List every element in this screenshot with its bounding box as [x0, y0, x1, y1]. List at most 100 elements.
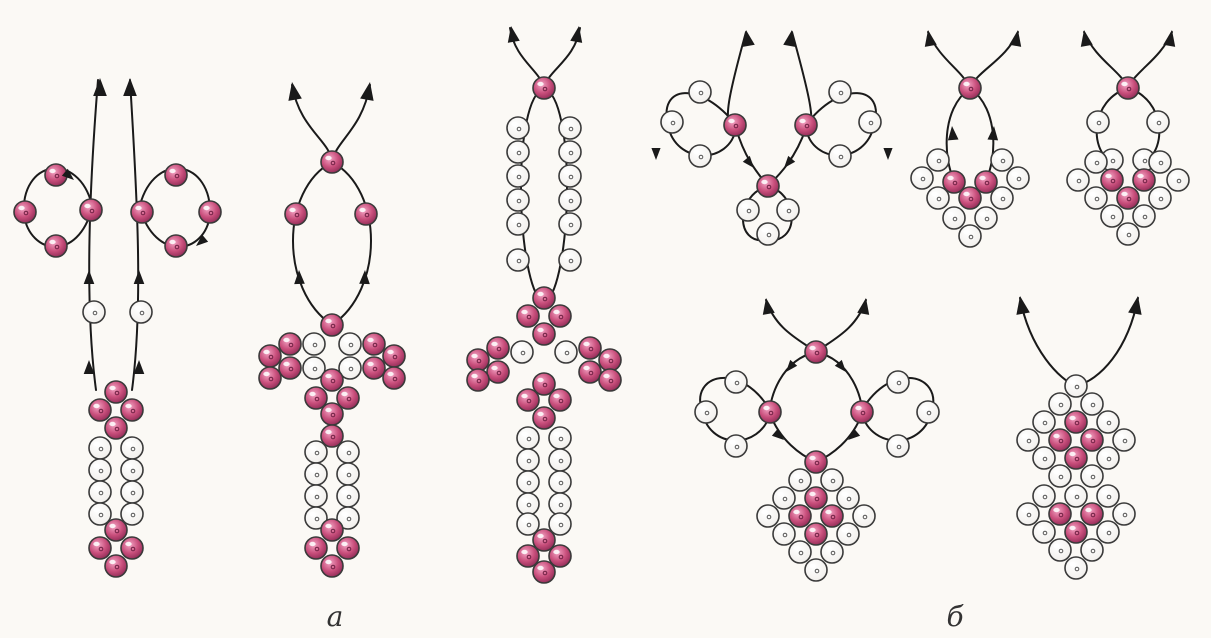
thread-line [129, 79, 140, 391]
pink-bead [578, 360, 602, 384]
white-bead [836, 486, 860, 510]
white-bead [548, 470, 572, 494]
white-bead [724, 434, 748, 458]
white-bead [336, 484, 360, 508]
pink-bead [104, 380, 128, 404]
white-bead [120, 458, 144, 482]
thread-arrow [360, 82, 374, 101]
white-bead [828, 80, 852, 104]
pink-bead [466, 348, 490, 372]
white-bead [1100, 204, 1124, 228]
white-bead [1166, 168, 1190, 192]
white-bead [558, 212, 582, 236]
white-bead [772, 486, 796, 510]
white-bead [1048, 464, 1072, 488]
thread-arrow [762, 298, 775, 315]
white-bead [1086, 110, 1110, 134]
white-bead [558, 140, 582, 164]
pink-bead [336, 386, 360, 410]
pink-bead [198, 200, 222, 224]
white-bead [506, 140, 530, 164]
white-bead [516, 470, 540, 494]
white-bead [788, 540, 812, 564]
thread-arrow [1016, 296, 1030, 315]
pink-bead [320, 150, 344, 174]
white-bead [1032, 484, 1056, 508]
pink-bead [362, 332, 386, 356]
white-bead [1096, 520, 1120, 544]
white-bead [516, 492, 540, 516]
white-bead [304, 484, 328, 508]
pink-bead [723, 113, 747, 137]
white-bead [548, 426, 572, 450]
pink-bead [1100, 168, 1124, 192]
pink-bead [598, 348, 622, 372]
pink-bead [320, 424, 344, 448]
white-bead [1032, 520, 1056, 544]
pink-bead [794, 113, 818, 137]
thread-arrow [742, 30, 755, 47]
white-bead [506, 164, 530, 188]
thread-line [331, 161, 372, 326]
pink-bead [788, 504, 812, 528]
white-bead [554, 340, 578, 364]
pink-bead [850, 400, 874, 424]
thread-arrow [883, 148, 893, 160]
pink-bead [532, 406, 556, 430]
white-bead [828, 144, 852, 168]
white-bead [304, 440, 328, 464]
white-bead [516, 512, 540, 536]
white-bead [916, 400, 940, 424]
white-bead [852, 504, 876, 528]
white-bead [336, 506, 360, 530]
white-bead [1132, 204, 1156, 228]
pink-bead [284, 202, 308, 226]
pink-bead [354, 202, 378, 226]
white-bead [506, 212, 530, 236]
pink-bead [164, 234, 188, 258]
pink-bead [258, 366, 282, 390]
white-bead [926, 148, 950, 172]
pink-bead [164, 163, 188, 187]
white-bead [1146, 110, 1170, 134]
pink-bead [758, 400, 782, 424]
pink-bead [466, 368, 490, 392]
white-bead [506, 188, 530, 212]
white-bead [990, 186, 1014, 210]
pink-bead [486, 336, 510, 360]
white-bead [1064, 556, 1088, 580]
pink-bead [320, 402, 344, 426]
thread-arrow [196, 234, 209, 246]
thread-arrow [784, 155, 796, 168]
white-bead [1112, 502, 1136, 526]
pink-bead [486, 360, 510, 384]
pink-bead [120, 398, 144, 422]
thread-arrow [61, 168, 74, 180]
pink-bead [598, 368, 622, 392]
thread-arrow [507, 26, 520, 43]
pink-bead [804, 486, 828, 510]
white-bead [302, 356, 326, 380]
white-bead [1148, 186, 1172, 210]
pink-bead [382, 366, 406, 390]
white-bead [1080, 538, 1104, 562]
white-bead [1084, 150, 1108, 174]
pink-bead [304, 536, 328, 560]
white-bead [756, 222, 780, 246]
white-bead [1148, 150, 1172, 174]
white-bead [1096, 446, 1120, 470]
thread-line [292, 161, 333, 326]
white-bead [910, 166, 934, 190]
thread-arrow [857, 298, 870, 315]
pink-bead [120, 536, 144, 560]
pink-bead [532, 372, 556, 396]
white-bead [688, 80, 712, 104]
white-bead [88, 502, 112, 526]
arrows-layer [61, 26, 1176, 440]
white-bead [1032, 410, 1056, 434]
thread-arrow [987, 126, 999, 141]
thread-arrow [834, 359, 846, 372]
white-bead [304, 462, 328, 486]
pink-bead [1132, 168, 1156, 192]
pink-bead [1064, 520, 1088, 544]
